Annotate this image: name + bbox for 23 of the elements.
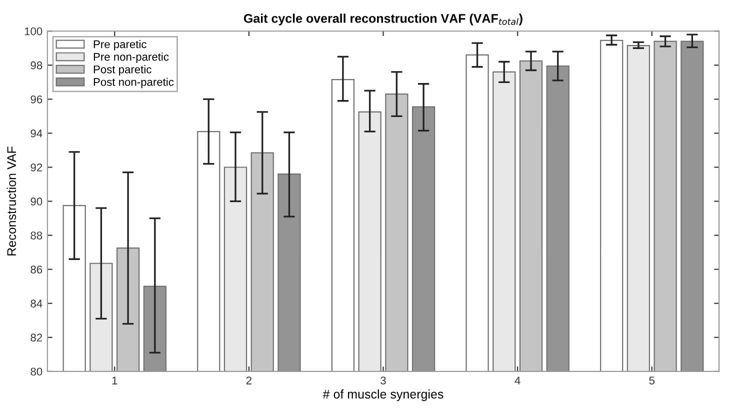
y-tick-label: 92 <box>30 164 42 172</box>
y-tick-label: 84 <box>30 300 42 308</box>
legend-label: Post non-paretic <box>94 78 174 88</box>
x-tick-label: 1 <box>112 376 118 384</box>
x-tick-label: 5 <box>649 376 655 384</box>
y-tick-label: 100 <box>24 27 42 36</box>
x-tick-label: 2 <box>246 376 252 384</box>
x-tick-label: 3 <box>380 376 386 384</box>
y-axis-title: Reconstruction VAF <box>6 146 16 256</box>
y-tick-label: 86 <box>30 266 42 274</box>
legend-label: Post paretic <box>94 65 152 76</box>
y-tick-label: 94 <box>30 129 42 138</box>
x-tick-label: 4 <box>514 376 520 384</box>
y-tick-label: 88 <box>30 232 42 240</box>
legend-label: Pre non-paretic <box>94 52 169 63</box>
y-tick-label: 98 <box>30 61 42 70</box>
y-tick-label: 82 <box>30 334 42 342</box>
y-tick-label: 80 <box>30 368 42 376</box>
x-axis-title: # of muscle synergies <box>322 389 444 402</box>
chart-title: Gait cycle overall reconstruction VAF (VAF$_{total}$) <box>244 14 522 26</box>
legend-label: Pre paretic <box>94 40 146 50</box>
y-tick-label: 90 <box>30 198 42 206</box>
y-tick-label: 96 <box>30 95 42 104</box>
